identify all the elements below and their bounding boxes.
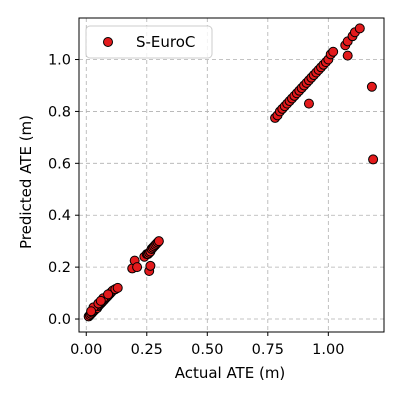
plot-area-frame xyxy=(78,17,385,333)
legend-marker xyxy=(103,37,113,47)
data-point xyxy=(303,98,314,109)
data-point xyxy=(103,289,114,300)
data-point xyxy=(368,154,379,165)
x-tick-label: 0.00 xyxy=(70,342,102,358)
data-point xyxy=(342,50,353,61)
data-point xyxy=(153,236,164,247)
x-tick-label: 0.75 xyxy=(252,342,284,358)
y-tick-label: 0.2 xyxy=(48,260,71,276)
data-point xyxy=(112,282,123,293)
x-axis-label: Actual ATE (m) xyxy=(175,364,286,382)
data-point xyxy=(354,23,365,34)
y-axis-label: Predicted ATE (m) xyxy=(17,115,35,249)
x-tick-label: 1.00 xyxy=(312,342,344,358)
data-point xyxy=(95,295,106,306)
data-point xyxy=(328,46,339,57)
y-tick-label: 1.0 xyxy=(48,53,71,69)
x-tick-label: 0.50 xyxy=(191,342,223,358)
data-point xyxy=(366,81,377,92)
data-point xyxy=(145,260,156,271)
y-tick-label: 0.4 xyxy=(48,208,71,224)
legend-box xyxy=(85,25,213,59)
y-tick-label: 0.6 xyxy=(48,156,71,172)
data-point xyxy=(132,262,143,273)
y-tick-label: 0.0 xyxy=(48,312,71,328)
legend-label-s-euroc: S-EuroC xyxy=(136,33,195,51)
y-tick-label: 0.8 xyxy=(48,104,71,120)
data-points xyxy=(83,23,379,322)
x-tick-label: 0.25 xyxy=(131,342,163,358)
y-axis-ticks: 0.0 0.2 0.4 0.6 0.8 1.0 xyxy=(48,53,79,328)
x-axis-ticks: 0.00 0.25 0.50 0.75 1.00 xyxy=(70,332,344,358)
grid-lines xyxy=(79,18,384,332)
data-point xyxy=(86,306,97,317)
legend: S-EuroC xyxy=(85,25,213,59)
